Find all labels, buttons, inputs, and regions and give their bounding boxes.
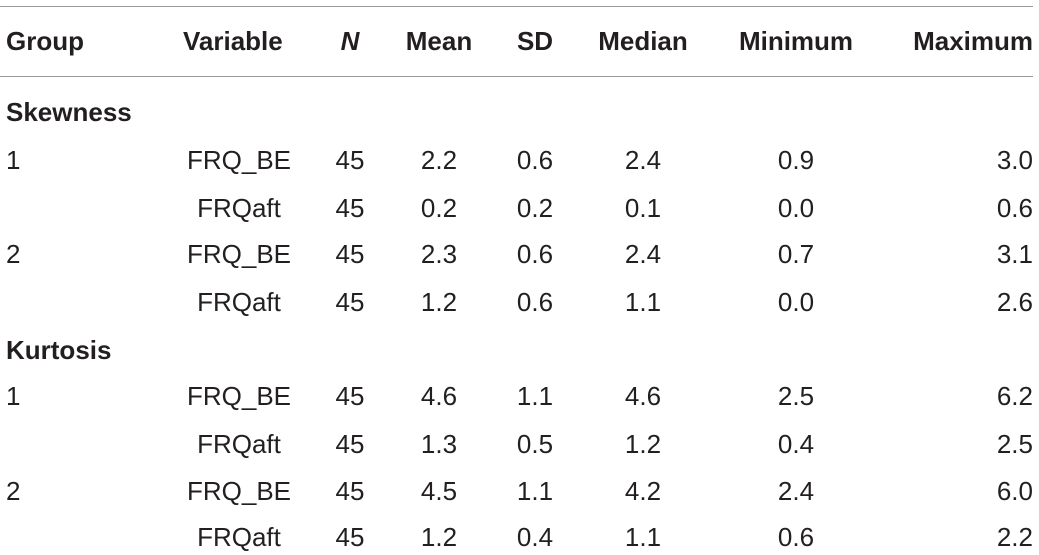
header-variable: Variable	[183, 26, 283, 56]
cell-maximum: 2.6	[996, 287, 1033, 317]
cell-mean: 4.6	[420, 381, 458, 411]
header-n: N	[340, 26, 360, 56]
header-sd: SD	[516, 26, 554, 56]
cell-maximum: 3.0	[996, 145, 1033, 175]
cell-maximum: 0.6	[996, 193, 1033, 223]
cell-mean: 1.2	[420, 287, 458, 317]
cell-maximum: 6.2	[996, 381, 1033, 411]
cell-n: 45	[335, 145, 365, 175]
cell-sd: 0.5	[516, 429, 554, 459]
header-maximum: Maximum	[913, 26, 1033, 56]
cell-sd: 1.1	[516, 381, 554, 411]
cell-variable: FRQaft	[197, 429, 281, 459]
cell-variable: FRQ_BE	[186, 239, 292, 269]
cell-minimum: 0.6	[777, 522, 815, 552]
cell-median: 0.1	[624, 193, 662, 223]
cell-mean: 1.3	[420, 429, 458, 459]
cell-median: 2.4	[624, 145, 662, 175]
cell-median: 2.4	[624, 239, 662, 269]
cell-n: 45	[335, 522, 365, 552]
cell-mean: 2.3	[420, 239, 458, 269]
cell-n: 45	[335, 239, 365, 269]
header-median: Median	[598, 26, 688, 56]
header-mean: Mean	[405, 26, 473, 56]
cell-variable: FRQ_BE	[186, 476, 292, 506]
cell-variable: FRQaft	[197, 522, 281, 552]
cell-variable: FRQaft	[197, 287, 281, 317]
cell-variable: FRQ_BE	[186, 145, 292, 175]
cell-sd: 0.2	[516, 193, 554, 223]
section-title-skewness: Skewness	[6, 97, 132, 127]
cell-variable: FRQ_BE	[186, 381, 292, 411]
header-group: Group	[6, 26, 84, 56]
cell-minimum: 0.0	[777, 287, 815, 317]
cell-n: 45	[335, 429, 365, 459]
top-rule	[0, 6, 1033, 7]
cell-minimum: 0.9	[777, 145, 815, 175]
cell-n: 45	[335, 193, 365, 223]
cell-group: 2	[6, 476, 21, 506]
cell-maximum: 6.0	[996, 476, 1033, 506]
cell-mean: 1.2	[420, 522, 458, 552]
cell-n: 45	[335, 381, 365, 411]
cell-sd: 0.6	[516, 239, 554, 269]
cell-mean: 2.2	[420, 145, 458, 175]
cell-maximum: 2.5	[996, 429, 1033, 459]
header-minimum: Minimum	[738, 26, 854, 56]
cell-median: 4.6	[624, 381, 662, 411]
cell-median: 1.2	[624, 429, 662, 459]
cell-group: 1	[6, 145, 21, 175]
cell-minimum: 2.4	[777, 476, 815, 506]
cell-n: 45	[335, 476, 365, 506]
cell-group: 1	[6, 381, 21, 411]
cell-maximum: 2.2	[996, 522, 1033, 552]
cell-sd: 0.6	[516, 287, 554, 317]
header-rule	[0, 76, 1033, 77]
cell-median: 1.1	[624, 522, 662, 552]
cell-mean: 4.5	[420, 476, 458, 506]
cell-median: 4.2	[624, 476, 662, 506]
cell-minimum: 0.4	[777, 429, 815, 459]
cell-minimum: 0.0	[777, 193, 815, 223]
cell-minimum: 0.7	[777, 239, 815, 269]
cell-maximum: 3.1	[996, 239, 1033, 269]
cell-sd: 0.4	[516, 522, 554, 552]
cell-median: 1.1	[624, 287, 662, 317]
cell-n: 45	[335, 287, 365, 317]
cell-group: 2	[6, 239, 21, 269]
cell-minimum: 2.5	[777, 381, 815, 411]
cell-mean: 0.2	[420, 193, 458, 223]
cell-sd: 0.6	[516, 145, 554, 175]
cell-sd: 1.1	[516, 476, 554, 506]
cell-variable: FRQaft	[197, 193, 281, 223]
section-title-kurtosis: Kurtosis	[6, 335, 112, 365]
